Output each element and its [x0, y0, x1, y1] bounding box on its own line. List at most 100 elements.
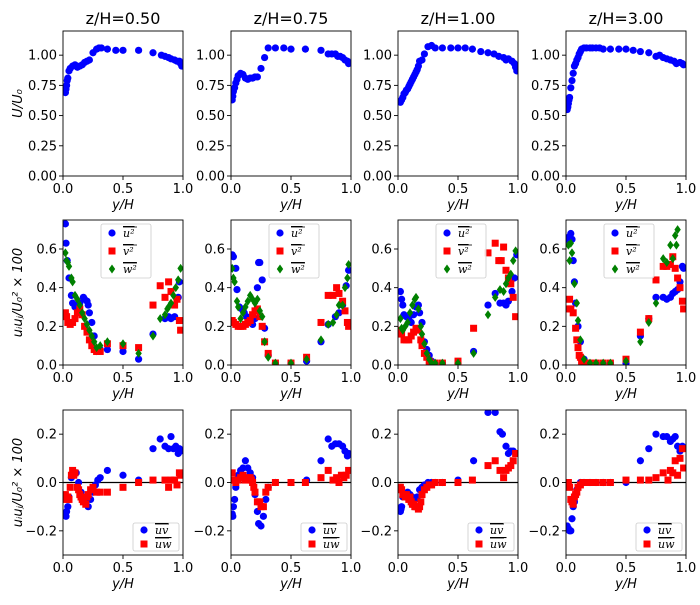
legend-label: uv [323, 524, 337, 537]
column-title: z/H=0.75 [254, 9, 329, 28]
data-point [259, 312, 266, 322]
data-point [161, 476, 169, 484]
x-tick-label: 1.0 [676, 371, 697, 386]
data-point [592, 358, 600, 365]
y-tick-label: 0.2 [539, 320, 560, 335]
legend: u² v² w² [268, 223, 320, 279]
x-tick-label: 0.5 [281, 561, 302, 576]
legend-label: uv [490, 524, 504, 537]
data-point [335, 300, 343, 310]
data-point [645, 317, 652, 327]
data-point [567, 229, 575, 238]
data-point [496, 466, 504, 474]
data-points [63, 220, 183, 363]
data-point [249, 311, 257, 319]
data-point [335, 289, 343, 297]
data-point [502, 442, 510, 450]
data-point [156, 282, 164, 290]
data-point [86, 325, 93, 335]
x-tick-label: 1.0 [173, 371, 194, 386]
x-axis-label: y/H [614, 387, 637, 402]
data-point [404, 317, 411, 327]
data-point [250, 483, 258, 491]
y-axis-label: uᵢuⱼ/U₀² × 100 [11, 248, 26, 337]
data-point [674, 225, 681, 235]
subplot: 0.0 0.5 1.0 y/H 0.0 0.2 0.4 0.6 u² v² w² [539, 219, 697, 402]
y-tick-label: 1.00 [363, 49, 392, 64]
subplot: 0.0 0.5 1.0 y/H 0.0 0.2 0.4 0.6 u² v² w² [371, 219, 529, 402]
data-point [569, 69, 577, 77]
data-point [470, 348, 477, 358]
data-point [231, 512, 237, 520]
legend-marker [108, 247, 116, 255]
y-tick-label: 0.2 [539, 428, 560, 443]
data-point [468, 45, 476, 53]
data-point [671, 457, 679, 465]
data-point [91, 337, 98, 347]
data-point [74, 294, 81, 304]
y-tick-label: 0.2 [204, 320, 225, 335]
data-point [672, 230, 679, 240]
data-point [96, 488, 104, 496]
data-point [119, 483, 127, 491]
legend-label: v² [291, 245, 302, 258]
x-tick-label: 1.0 [676, 182, 697, 197]
series-square [231, 466, 351, 511]
x-tick-label: 0.0 [53, 561, 74, 576]
data-point [423, 348, 430, 358]
data-point [157, 314, 164, 324]
data-point [135, 479, 143, 486]
data-point [135, 344, 143, 352]
y-tick-label: 0.25 [363, 139, 392, 154]
data-point [513, 67, 518, 75]
data-point [345, 466, 351, 474]
data-point [119, 46, 127, 54]
data-point [303, 354, 310, 364]
x-tick-label: 0.5 [448, 182, 469, 197]
data-point [85, 336, 93, 344]
x-tick-label: 1.0 [341, 182, 362, 197]
x-tick-label: 1.0 [341, 371, 362, 386]
data-point [66, 483, 74, 491]
data-point [339, 300, 346, 310]
series-diamond [63, 248, 183, 358]
data-point [231, 253, 237, 261]
legend-box [435, 223, 487, 279]
data-point [231, 495, 239, 504]
data-point [573, 488, 581, 496]
x-tick-label: 0.5 [616, 371, 637, 386]
data-point [599, 479, 607, 486]
subplot: 0.0 0.5 1.0 y/H 0.0 0.2 0.4 0.6 u² v² w² [204, 219, 362, 402]
x-tick-label: 0.5 [281, 371, 302, 386]
x-tick-label: 1.0 [508, 371, 529, 386]
data-point [239, 308, 247, 318]
data-point [79, 308, 86, 318]
data-point [259, 503, 267, 511]
legend-label: uv [658, 524, 672, 537]
data-point [71, 469, 79, 477]
data-point [85, 309, 93, 317]
data-point [253, 73, 261, 81]
data-point [567, 305, 575, 313]
data-point [671, 432, 679, 441]
x-axis-label: y/H [111, 387, 134, 402]
data-point [652, 298, 660, 308]
x-axis-label: y/H [279, 577, 302, 592]
data-point [93, 488, 101, 496]
data-point [615, 45, 623, 53]
data-point [149, 301, 157, 309]
data-point [93, 343, 100, 353]
data-point [64, 74, 72, 82]
data-point [416, 503, 424, 511]
data-point [398, 330, 406, 338]
x-tick-label: 1.0 [341, 561, 362, 576]
data-point [566, 256, 573, 266]
data-points [398, 239, 518, 365]
data-point [257, 522, 265, 530]
data-point [231, 263, 236, 273]
